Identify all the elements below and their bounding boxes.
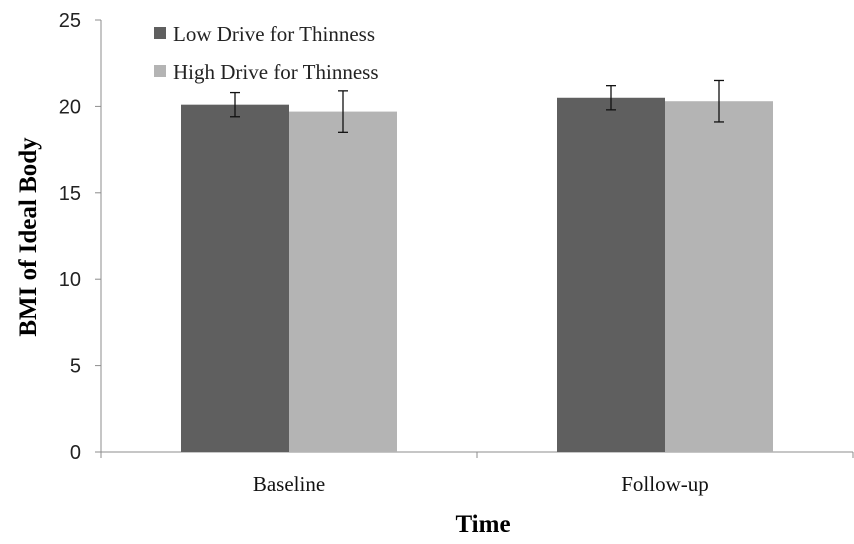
legend-swatch: [154, 27, 166, 39]
y-tick-label: 20: [59, 96, 81, 118]
x-tick-label: Baseline: [253, 472, 325, 496]
legend-label: Low Drive for Thinness: [173, 22, 375, 46]
bar-low-followup: [557, 97, 665, 452]
bar-high-followup: [665, 101, 773, 452]
legend-label: High Drive for Thinness: [173, 60, 379, 84]
x-axis-title: Time: [455, 511, 510, 538]
x-tick-label: Follow-up: [621, 472, 709, 496]
y-tick-label: 15: [59, 183, 81, 205]
y-tick-label: 25: [59, 10, 81, 32]
y-axis-title: BMI of Ideal Body: [15, 137, 42, 337]
legend: Low Drive for Thinness High Drive for Thi…: [154, 22, 379, 84]
legend-swatch: [154, 65, 166, 77]
bar-low-baseline: [181, 104, 289, 452]
tick-labels: 0 5 10 15 20 25 Baseline Follow-up: [59, 10, 709, 496]
y-tick-label: 10: [59, 269, 81, 291]
y-tick-label: 5: [70, 356, 81, 378]
y-tick-label: 0: [70, 442, 81, 464]
bar-high-baseline: [289, 111, 397, 453]
bars: [181, 97, 773, 453]
error-bars: [230, 79, 724, 133]
